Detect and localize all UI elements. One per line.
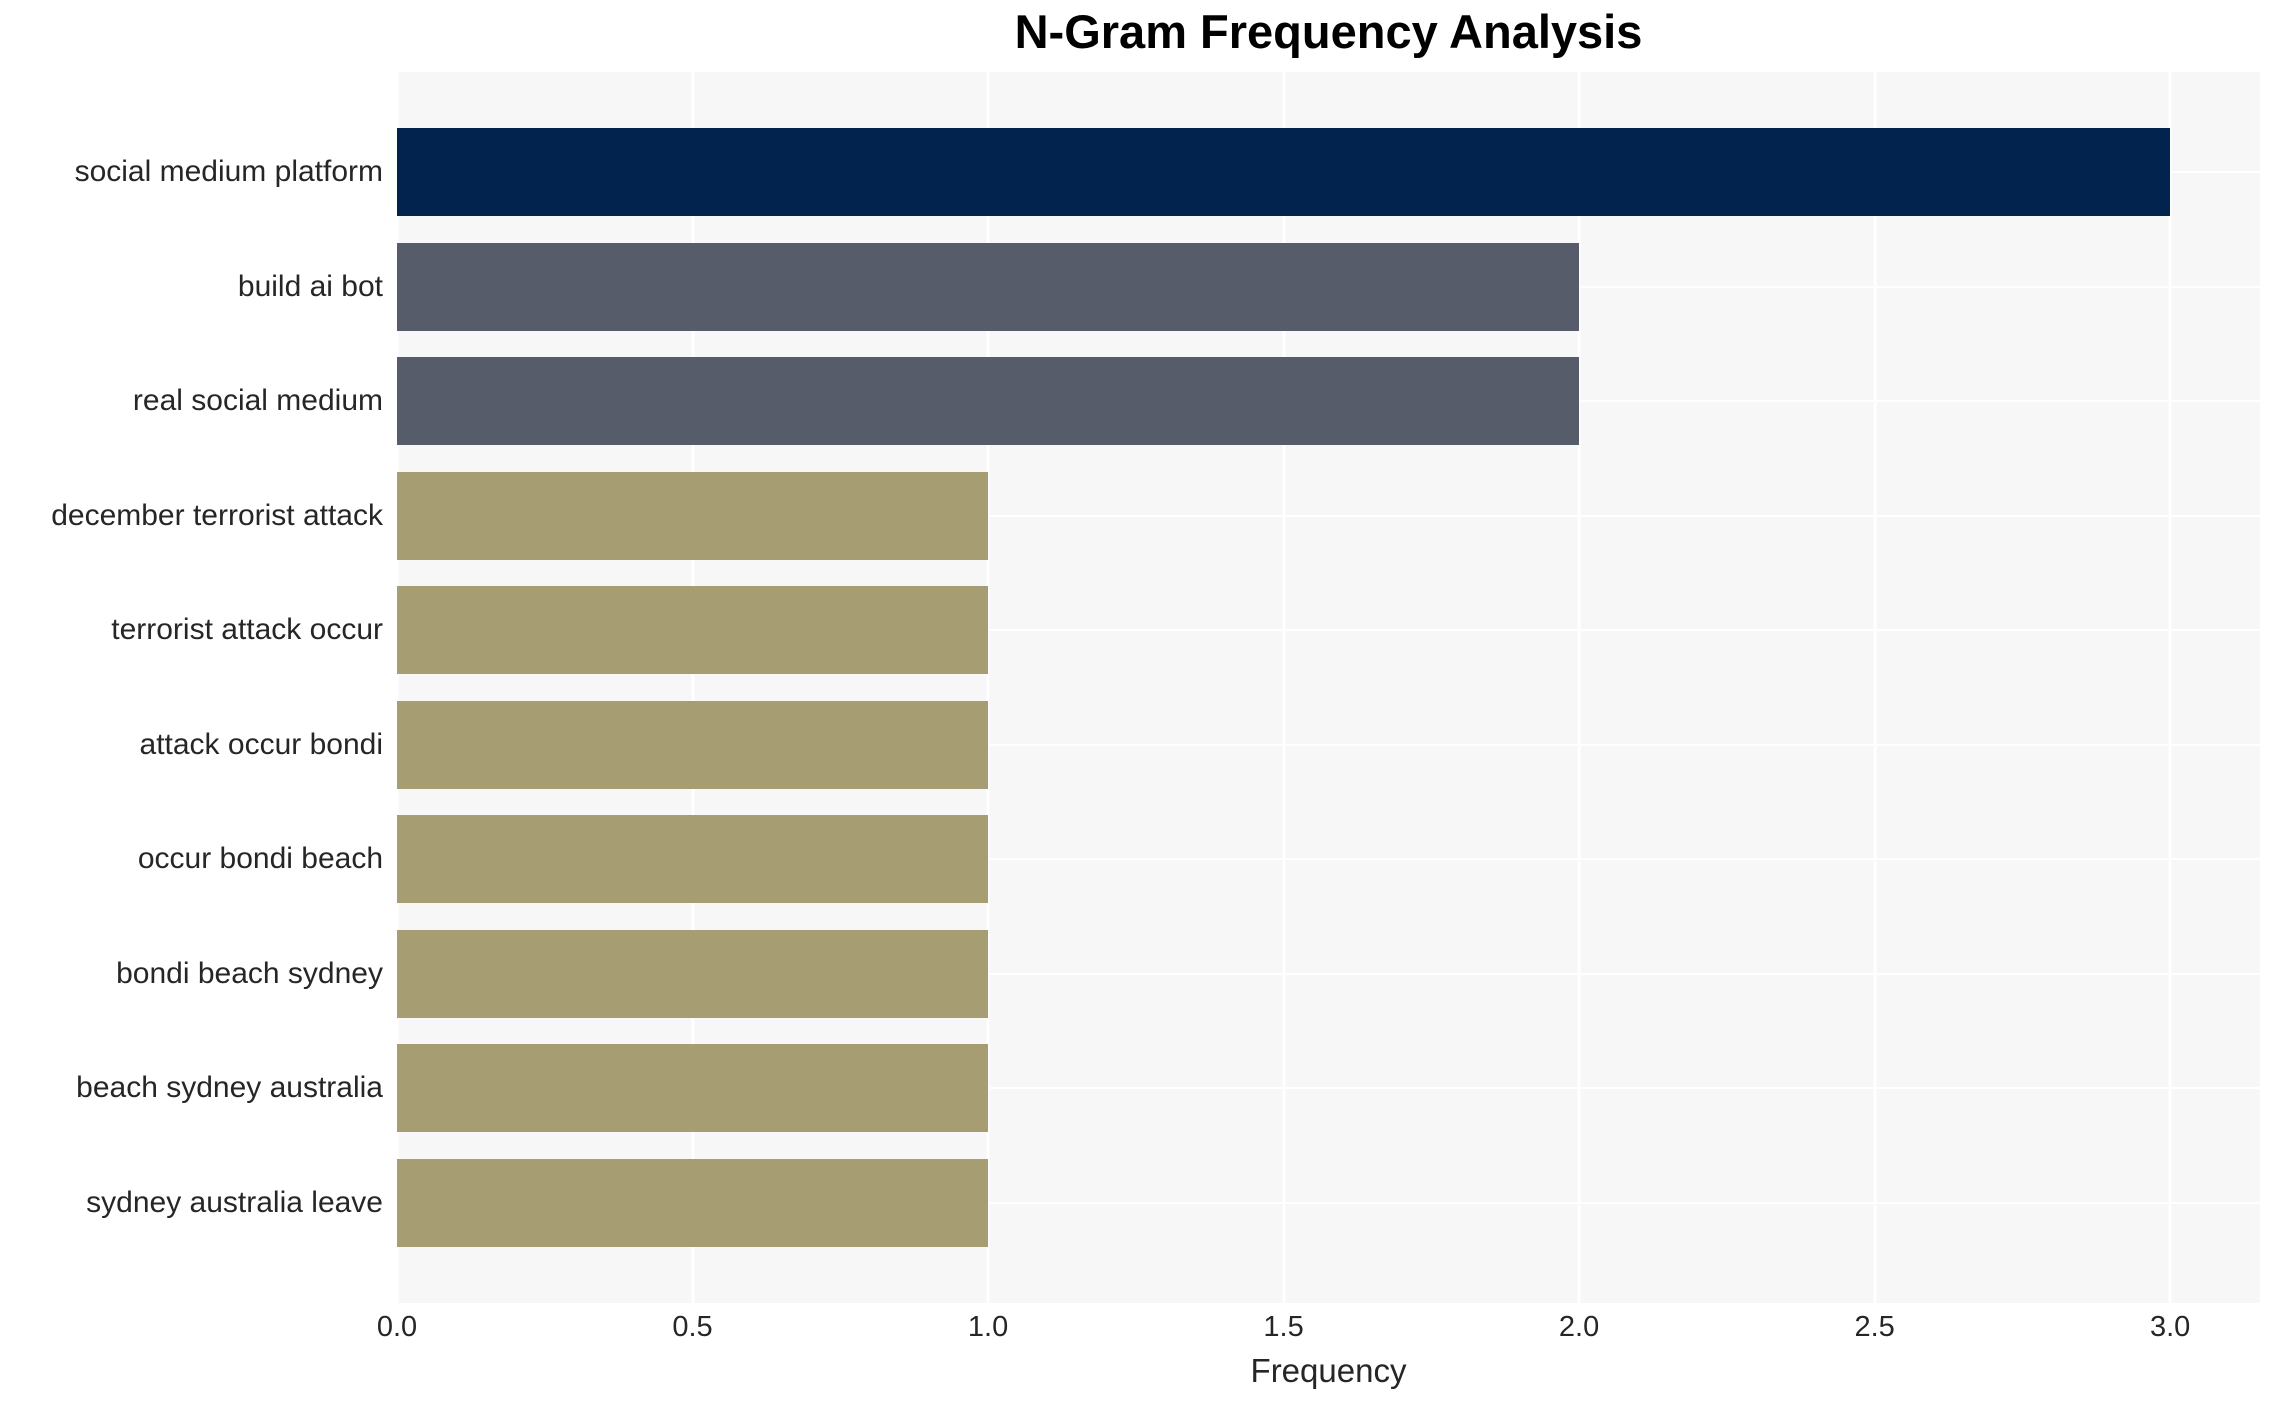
gridline-x (691, 72, 695, 1303)
gridline-x (1873, 72, 1877, 1303)
x-tick-label: 0.0 (376, 1311, 418, 1343)
y-tick-label: social medium platform (74, 155, 383, 189)
x-tick-label: 2.5 (1854, 1311, 1895, 1343)
y-tick-label: real social medium (132, 384, 383, 418)
bar-social-medium-platform (397, 128, 2171, 217)
gridline-y (397, 1087, 2260, 1090)
bar-build-ai-bot (397, 242, 1580, 331)
y-tick-label: beach sydney australia (76, 1071, 383, 1105)
gridline-x (2168, 72, 2172, 1303)
gridline-y (397, 743, 2260, 746)
bar-beach-sydney-australia (397, 1044, 989, 1133)
y-tick-label: bondi beach sydney (116, 956, 383, 990)
gridline-y (397, 858, 2260, 861)
bar-occur-bondi-beach (397, 815, 989, 904)
x-axis-label: Frequency (1250, 1352, 1407, 1389)
x-tick-label: 2.0 (1558, 1311, 1600, 1343)
y-tick-label: attack occur bondi (139, 727, 383, 761)
bar-attack-occur-bondi (397, 700, 989, 789)
gridline-y (397, 972, 2260, 975)
gridline-x (395, 72, 399, 1303)
gridline-x (1577, 72, 1581, 1303)
gridline-y (397, 629, 2260, 632)
x-tick-label: 0.5 (672, 1311, 713, 1343)
x-tick-label: 1.5 (1263, 1311, 1304, 1343)
bar-december-terrorist-attack (397, 471, 989, 560)
gridline-y (397, 1201, 2260, 1204)
y-axis-labels: social medium platform build ai bot real s… (0, 72, 383, 1303)
y-tick-label: december terrorist attack (51, 498, 383, 532)
y-tick-label: sydney australia leave (86, 1185, 383, 1219)
chart-title: N-Gram Frequency Analysis (1014, 5, 1643, 58)
bar-terrorist-attack-occur (397, 586, 989, 675)
gridline-x (986, 72, 990, 1303)
x-tick-label: 1.0 (967, 1311, 1009, 1343)
gridline-x (1282, 72, 1286, 1303)
y-tick-label: build ai bot (237, 269, 383, 303)
plot-area (395, 72, 2260, 1303)
x-tick-label: 3.0 (2149, 1311, 2191, 1343)
bar-sydney-australia-leave (397, 1158, 989, 1247)
gridline-y (397, 514, 2260, 517)
y-tick-label: occur bondi beach (137, 842, 383, 876)
y-tick-label: terrorist attack occur (111, 613, 383, 647)
x-axis-ticks: 0.0 0.5 1.0 1.5 2.0 2.5 3.0 (377, 1311, 2260, 1351)
bar-real-social-medium (397, 357, 1580, 446)
bar-bondi-beach-sydney (397, 929, 989, 1018)
